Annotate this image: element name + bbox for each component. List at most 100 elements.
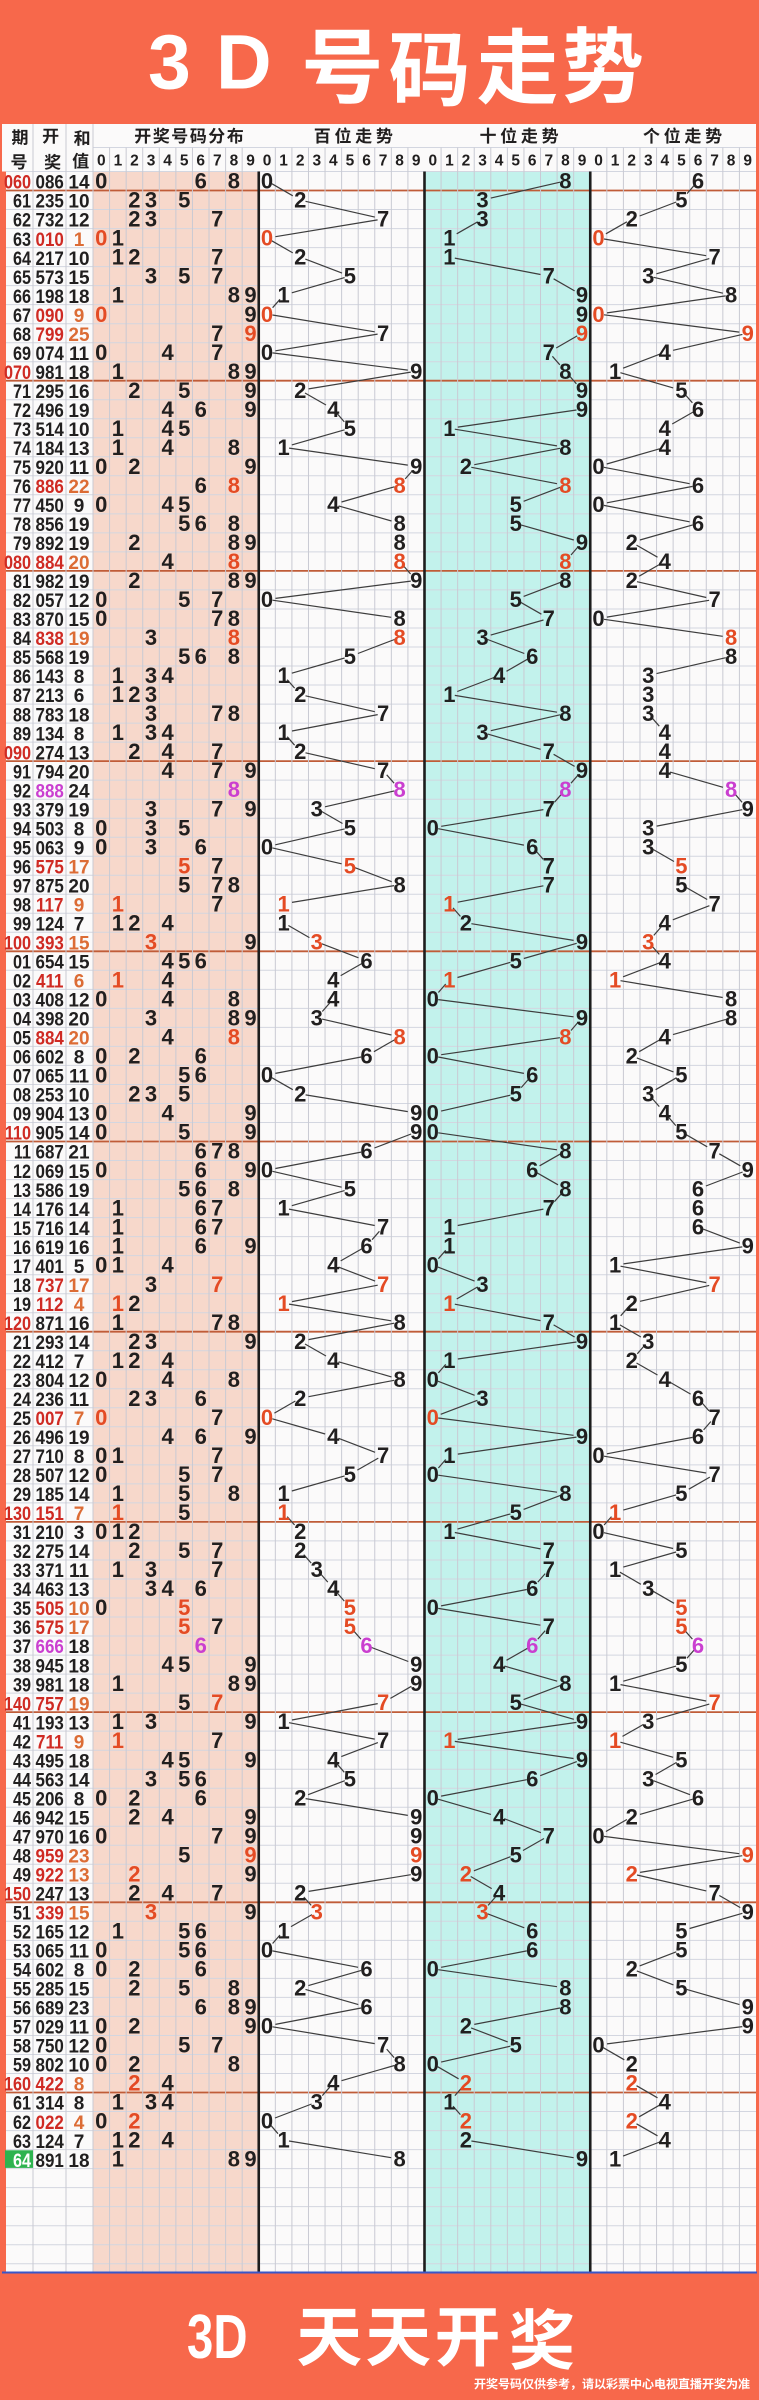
svg-text:0: 0 (261, 340, 273, 365)
svg-text:1: 1 (112, 2090, 124, 2115)
svg-text:8: 8 (74, 819, 85, 840)
svg-text:14: 14 (68, 1542, 90, 1563)
svg-text:2: 2 (128, 2109, 140, 2134)
svg-text:2: 2 (128, 682, 140, 707)
svg-text:1: 1 (112, 1500, 124, 1525)
svg-text:74: 74 (13, 438, 31, 460)
svg-text:9: 9 (244, 1120, 256, 1145)
svg-text:1: 1 (112, 2128, 124, 2153)
svg-text:875: 875 (36, 876, 64, 897)
svg-text:7: 7 (377, 1728, 389, 1753)
svg-text:0: 0 (427, 815, 439, 840)
svg-text:17: 17 (68, 857, 89, 878)
svg-text:6: 6 (195, 169, 207, 194)
svg-text:8: 8 (725, 644, 737, 669)
svg-text:838: 838 (36, 628, 64, 649)
svg-text:8: 8 (228, 1139, 240, 1164)
svg-text:8: 8 (228, 169, 240, 194)
svg-text:783: 783 (36, 704, 64, 725)
svg-text:62: 62 (13, 2111, 31, 2133)
svg-text:150: 150 (4, 1883, 31, 1905)
svg-text:8: 8 (393, 625, 405, 650)
svg-text:3: 3 (311, 1899, 323, 1924)
svg-text:6: 6 (195, 1938, 207, 1963)
svg-text:17: 17 (68, 1276, 89, 1297)
svg-text:8: 8 (228, 606, 240, 631)
svg-text:72: 72 (13, 400, 31, 422)
svg-text:379: 379 (36, 799, 64, 820)
svg-text:274: 274 (36, 742, 64, 763)
svg-text:7: 7 (543, 1538, 555, 1563)
svg-text:160: 160 (4, 2073, 31, 2095)
svg-text:4: 4 (659, 1101, 672, 1126)
svg-text:9: 9 (410, 359, 422, 384)
svg-text:065: 065 (36, 1066, 64, 1087)
svg-text:716: 716 (36, 1218, 64, 1239)
svg-text:13: 13 (68, 1713, 89, 1734)
svg-text:5: 5 (344, 1614, 356, 1639)
svg-text:1: 1 (112, 226, 124, 251)
svg-text:27: 27 (13, 1446, 31, 1468)
svg-text:6: 6 (692, 1196, 704, 1221)
svg-text:411: 411 (36, 971, 63, 992)
svg-text:0: 0 (263, 152, 272, 169)
svg-text:92: 92 (13, 780, 31, 802)
svg-text:7: 7 (543, 796, 555, 821)
svg-text:9: 9 (576, 1747, 588, 1772)
svg-text:4: 4 (161, 1747, 174, 1772)
svg-text:7: 7 (211, 1405, 223, 1430)
svg-text:79: 79 (13, 533, 31, 555)
svg-text:3D: 3D (187, 2303, 248, 2372)
svg-text:4: 4 (659, 739, 672, 764)
svg-text:6: 6 (692, 1633, 704, 1658)
svg-text:1: 1 (74, 230, 85, 251)
svg-text:59: 59 (13, 2054, 31, 2076)
svg-text:4: 4 (161, 739, 174, 764)
svg-text:9: 9 (576, 530, 588, 555)
svg-text:1: 1 (443, 891, 455, 916)
svg-text:5: 5 (178, 416, 190, 441)
svg-text:0: 0 (95, 2014, 107, 2039)
svg-text:11: 11 (69, 1067, 90, 1088)
svg-text:20: 20 (68, 1029, 89, 1050)
svg-text:9: 9 (244, 929, 256, 954)
svg-text:4: 4 (493, 1880, 506, 1905)
svg-text:619: 619 (36, 1237, 64, 1258)
svg-text:086: 086 (36, 172, 64, 193)
svg-text:19: 19 (68, 1181, 89, 1202)
svg-text:1: 1 (112, 1196, 124, 1221)
svg-text:3: 3 (147, 152, 156, 169)
svg-text:1: 1 (112, 1709, 124, 1734)
svg-text:0: 0 (95, 454, 107, 479)
svg-text:0: 0 (95, 1158, 107, 1183)
svg-text:19: 19 (13, 1294, 31, 1316)
svg-text:1: 1 (443, 1519, 455, 1544)
svg-text:0: 0 (95, 1044, 107, 1069)
svg-text:66: 66 (13, 285, 31, 307)
svg-text:0: 0 (95, 1063, 107, 1088)
svg-text:6: 6 (195, 1576, 207, 1601)
svg-text:1: 1 (443, 682, 455, 707)
svg-text:0: 0 (95, 1785, 107, 1810)
svg-text:9: 9 (743, 152, 752, 169)
svg-text:15: 15 (68, 934, 90, 955)
svg-text:23: 23 (68, 1847, 89, 1868)
svg-text:586: 586 (36, 1180, 64, 1201)
svg-text:3: 3 (642, 1082, 654, 1107)
svg-text:9: 9 (410, 1671, 422, 1696)
svg-text:9: 9 (410, 568, 422, 593)
svg-text:4: 4 (329, 152, 338, 169)
svg-text:905: 905 (36, 1123, 64, 1144)
svg-text:7: 7 (211, 1272, 223, 1297)
svg-text:0: 0 (95, 1938, 107, 1963)
svg-text:88: 88 (13, 704, 31, 726)
svg-text:5: 5 (178, 815, 190, 840)
svg-text:3: 3 (145, 1557, 157, 1582)
svg-text:73: 73 (13, 419, 31, 441)
svg-text:0: 0 (95, 1519, 107, 1544)
svg-text:7: 7 (708, 587, 720, 612)
svg-text:8: 8 (559, 1177, 571, 1202)
svg-text:1: 1 (609, 2147, 621, 2172)
svg-text:4: 4 (659, 2090, 672, 2115)
svg-text:8: 8 (559, 1481, 571, 1506)
